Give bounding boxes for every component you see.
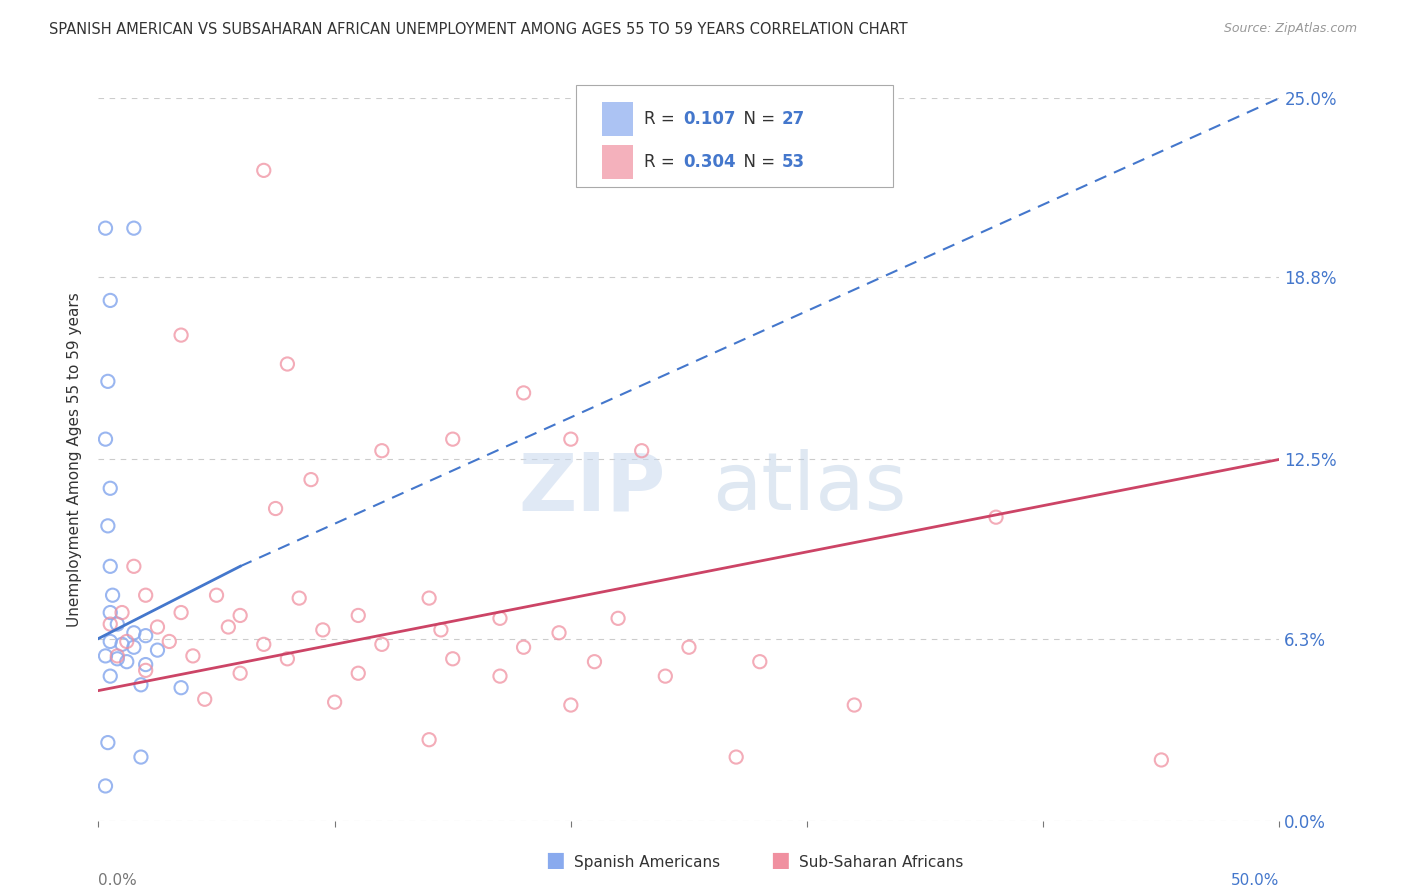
Point: [312, 623, 335, 637]
Point: [135, 588, 157, 602]
Point: [111, 606, 134, 620]
Point: [441, 652, 464, 666]
Point: [560, 432, 582, 446]
Point: [560, 698, 582, 712]
Point: [276, 357, 298, 371]
Point: [489, 669, 512, 683]
Point: [135, 664, 157, 678]
Y-axis label: Unemployment Among Ages 55 to 59 years: Unemployment Among Ages 55 to 59 years: [67, 292, 83, 627]
Point: [725, 750, 748, 764]
Point: [205, 588, 228, 602]
Point: [98, 481, 121, 495]
Point: [654, 669, 676, 683]
Point: [94, 432, 117, 446]
Point: [323, 695, 346, 709]
Point: [98, 293, 121, 308]
Point: [105, 652, 128, 666]
Point: [371, 637, 394, 651]
Text: Sub-Saharan Africans: Sub-Saharan Africans: [799, 855, 963, 870]
Point: [607, 611, 630, 625]
Point: [98, 669, 121, 683]
Point: [489, 611, 512, 625]
Point: [264, 501, 287, 516]
Text: 0.107: 0.107: [683, 111, 735, 128]
Text: R =: R =: [644, 111, 681, 128]
Point: [94, 779, 117, 793]
Point: [253, 637, 276, 651]
Text: SPANISH AMERICAN VS SUBSAHARAN AFRICAN UNEMPLOYMENT AMONG AGES 55 TO 59 YEARS CO: SPANISH AMERICAN VS SUBSAHARAN AFRICAN U…: [49, 22, 908, 37]
Point: [748, 655, 770, 669]
Point: [630, 443, 652, 458]
Point: [98, 617, 121, 632]
Point: [146, 643, 169, 657]
Point: [170, 681, 193, 695]
Text: 0.0%: 0.0%: [98, 872, 138, 888]
Point: [441, 432, 464, 446]
Point: [170, 606, 193, 620]
Point: [98, 634, 121, 648]
Point: [583, 655, 606, 669]
Point: [170, 328, 193, 343]
Point: [94, 221, 117, 235]
Point: [122, 625, 145, 640]
Point: [135, 657, 157, 672]
Point: [105, 648, 128, 663]
Point: [98, 606, 121, 620]
Point: [105, 617, 128, 632]
Point: [299, 473, 322, 487]
Point: [157, 634, 180, 648]
Point: [115, 634, 138, 648]
Point: [1150, 753, 1173, 767]
Point: [181, 648, 204, 663]
Text: ZIP: ZIP: [517, 450, 665, 527]
Point: [115, 655, 138, 669]
Point: [984, 510, 1007, 524]
Point: [135, 629, 157, 643]
Point: [678, 640, 700, 655]
Point: [276, 652, 298, 666]
Point: [194, 692, 217, 706]
Point: [122, 640, 145, 655]
Point: [418, 732, 440, 747]
Point: [288, 591, 311, 606]
Point: [122, 221, 145, 235]
Text: Source: ZipAtlas.com: Source: ZipAtlas.com: [1223, 22, 1357, 36]
Point: [347, 666, 370, 681]
Text: 50.0%: 50.0%: [1232, 872, 1279, 888]
Point: [101, 588, 124, 602]
Point: [94, 648, 117, 663]
Text: atlas: atlas: [713, 450, 907, 527]
Text: Spanish Americans: Spanish Americans: [574, 855, 720, 870]
Point: [217, 620, 239, 634]
Text: 0.304: 0.304: [683, 153, 735, 171]
Point: [97, 375, 120, 389]
Point: [122, 559, 145, 574]
Text: R =: R =: [644, 153, 681, 171]
Text: 27: 27: [782, 111, 806, 128]
Text: ■: ■: [770, 850, 790, 870]
Text: N =: N =: [733, 111, 780, 128]
Point: [512, 640, 534, 655]
Point: [129, 678, 152, 692]
Point: [844, 698, 866, 712]
Point: [347, 608, 370, 623]
Text: 53: 53: [782, 153, 804, 171]
Point: [430, 623, 453, 637]
Point: [111, 637, 134, 651]
Point: [97, 519, 120, 533]
Point: [371, 443, 394, 458]
Point: [253, 163, 276, 178]
Point: [512, 385, 534, 400]
Text: ■: ■: [546, 850, 565, 870]
Point: [418, 591, 440, 606]
Point: [229, 608, 252, 623]
Point: [548, 625, 571, 640]
Point: [98, 559, 121, 574]
Point: [146, 620, 169, 634]
Point: [229, 666, 252, 681]
Point: [97, 736, 120, 750]
Point: [129, 750, 152, 764]
Text: N =: N =: [733, 153, 780, 171]
